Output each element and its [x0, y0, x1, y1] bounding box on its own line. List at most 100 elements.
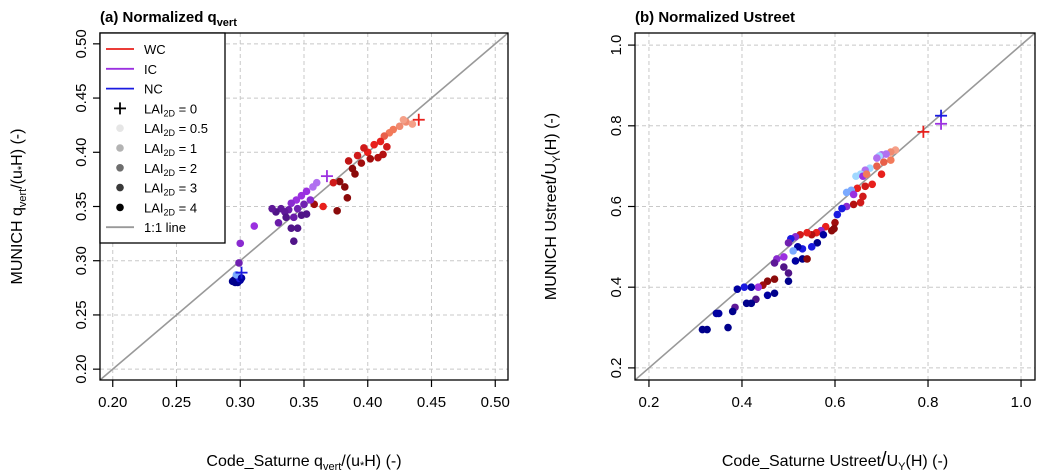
data-point — [302, 187, 311, 196]
data-point — [309, 183, 317, 191]
data-point — [287, 224, 296, 232]
data-point — [813, 239, 822, 247]
x-tick-label: 0.40 — [353, 394, 382, 411]
y-tick-label: 1.0 — [608, 35, 625, 56]
data-point — [250, 222, 259, 230]
legend: WC IC NC LAI2D = 0 LAI2D = 0.5 LAI2D = 1 LAI2D… — [99, 32, 226, 244]
y-tick-label: 0.40 — [73, 138, 90, 167]
data-point — [728, 307, 737, 316]
legend-dot-swatch — [116, 164, 124, 172]
data-point — [333, 207, 341, 215]
x-tick-label: 0.20 — [98, 394, 127, 411]
data-point — [868, 180, 877, 189]
legend-item: LAI2D = 1 — [116, 141, 197, 158]
data-point — [329, 178, 338, 187]
data-point — [877, 170, 886, 179]
data-point — [228, 277, 237, 286]
data-point — [733, 285, 742, 294]
x-axis-title: Code_Saturne qvert/(u*H) (-) — [206, 453, 401, 473]
data-point — [838, 204, 846, 213]
legend-label: LAI2D = 1 — [144, 141, 197, 158]
data-point — [297, 191, 306, 200]
y-tick-label: 0.35 — [73, 192, 90, 221]
panel-title: (a) Normalized qvert — [100, 9, 237, 29]
data-point — [344, 157, 353, 165]
data-point — [724, 323, 732, 332]
legend-item: LAI2D = 0 — [114, 101, 197, 118]
data-point — [300, 200, 308, 209]
data-point — [873, 154, 881, 162]
data-point — [873, 162, 881, 170]
x-axis-title: Code_Saturne Ustreet/UY(H) (-) — [722, 449, 948, 473]
legend-item: WC — [106, 42, 166, 57]
data-point — [268, 204, 276, 213]
data-point — [319, 202, 327, 211]
data-point — [357, 159, 366, 167]
data-point — [380, 132, 389, 140]
data-point — [399, 115, 408, 124]
y-tick-label: 0.8 — [608, 115, 625, 136]
data-point — [859, 192, 867, 201]
legend-label: 1:1 line — [144, 220, 186, 235]
data-point — [712, 309, 721, 318]
x-tick-label: 0.25 — [162, 394, 191, 411]
data-point — [366, 154, 375, 163]
data-point — [293, 204, 302, 213]
data-point — [376, 137, 385, 146]
legend-item: LAI2D = 3 — [116, 181, 197, 198]
data-point — [853, 184, 862, 193]
legend-dot-swatch — [116, 124, 124, 132]
x-tick-label: 0.30 — [226, 394, 255, 411]
y-tick-label: 0.6 — [608, 196, 625, 217]
data-point — [842, 188, 851, 197]
data-point — [862, 170, 871, 179]
plus-marker — [235, 266, 248, 279]
y-axis-title: MUNICH qvert/(u*H) (-) — [9, 129, 29, 285]
panel-a: 0.20 0.25 0.30 0.35 0.40 0.45 0.50 0.20 0.25 0.30… — [9, 9, 510, 473]
data-point — [780, 263, 788, 271]
data-point — [236, 239, 245, 248]
data-point — [302, 210, 311, 218]
data-point — [861, 182, 870, 191]
y-tick-label: 0.25 — [73, 300, 90, 329]
data-point — [849, 190, 858, 199]
data-point — [360, 144, 368, 152]
x-tick-label: 0.35 — [289, 394, 318, 411]
x-tick-label: 0.6 — [825, 394, 846, 411]
y-tick-label: 0.20 — [73, 355, 90, 384]
data-point — [287, 199, 296, 208]
legend-dot-swatch — [116, 183, 124, 192]
data-point — [742, 299, 751, 308]
data-point — [698, 325, 707, 334]
legend-item: NC — [106, 82, 163, 97]
x-tick-label: 1.0 — [1011, 394, 1032, 411]
data-point — [274, 218, 283, 227]
data-point — [306, 196, 315, 204]
legend-dot-swatch — [116, 144, 124, 152]
data-point — [335, 177, 344, 186]
legend-item: LAI2D = 0.5 — [116, 121, 208, 138]
x-tick-label: 0.8 — [918, 394, 939, 411]
x-tick-label: 0.4 — [732, 394, 753, 411]
data-point — [353, 151, 362, 160]
one-to-one-line — [634, 32, 1036, 381]
data-point — [740, 283, 749, 291]
data-point — [803, 255, 811, 263]
data-point — [395, 122, 404, 131]
legend-item: IC — [106, 62, 157, 77]
data-point — [833, 210, 842, 219]
data-point — [770, 275, 779, 283]
y-axis-title: MUNICH Ustreet/UY(H) (-) — [539, 113, 563, 300]
data-point — [383, 143, 391, 151]
panel-b: 0.2 0.4 0.6 0.8 1.0 0.2 0.4 0.6 0.8 1.0 (b) Normal… — [539, 9, 1036, 473]
data-point — [880, 158, 888, 166]
plus-marker — [917, 125, 930, 138]
data-point — [827, 226, 836, 235]
y-tick-label: 0.50 — [73, 29, 90, 58]
data-point — [791, 257, 800, 265]
data-point — [784, 277, 793, 285]
y-tick-label: 0.2 — [608, 357, 625, 378]
x-tick-label: 0.50 — [481, 394, 510, 411]
data-point — [235, 259, 243, 267]
